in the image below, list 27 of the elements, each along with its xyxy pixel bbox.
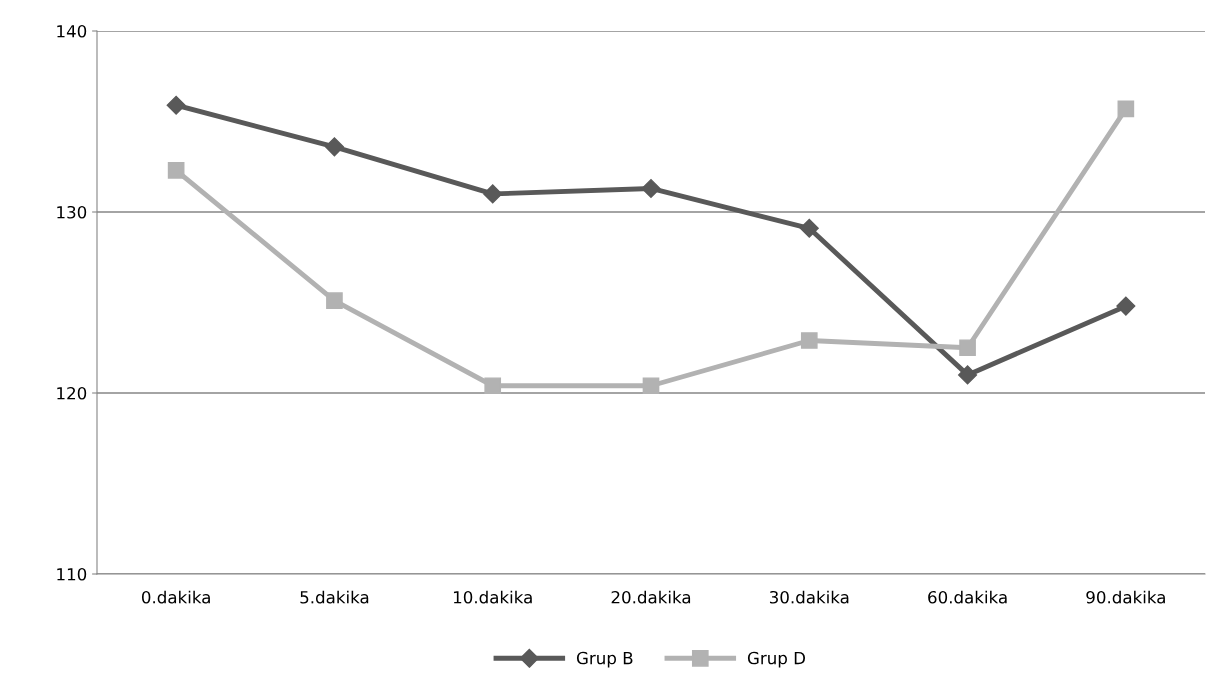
y-tick-label: 140	[57, 24, 87, 38]
x-tick-label: 0.dakika	[141, 590, 210, 604]
x-tick-label: 90.dakika	[1086, 590, 1165, 604]
point	[642, 377, 660, 395]
y-tick-label: 110	[57, 567, 87, 581]
point	[324, 137, 344, 157]
x-tick-label: 60.dakika	[928, 590, 1007, 604]
point	[483, 184, 503, 204]
point	[799, 218, 819, 238]
point	[959, 339, 976, 357]
point	[641, 178, 661, 199]
legend-label: Grup D	[747, 651, 806, 668]
y-tick-label: 120	[57, 386, 87, 400]
point	[1116, 296, 1136, 316]
point	[326, 292, 343, 310]
point	[800, 332, 818, 349]
point	[166, 95, 186, 115]
x-tick-label: 20.dakika	[611, 590, 691, 604]
y-tick-label: 130	[57, 205, 87, 219]
point	[1117, 100, 1135, 118]
point	[484, 377, 502, 395]
legend-label: Grup B	[576, 651, 633, 668]
point	[167, 162, 185, 179]
point	[958, 365, 978, 385]
x-tick-label: 10.dakika	[453, 590, 532, 604]
x-tick-label: 5.dakika	[300, 590, 369, 604]
x-tick-label: 30.dakika	[769, 590, 849, 604]
